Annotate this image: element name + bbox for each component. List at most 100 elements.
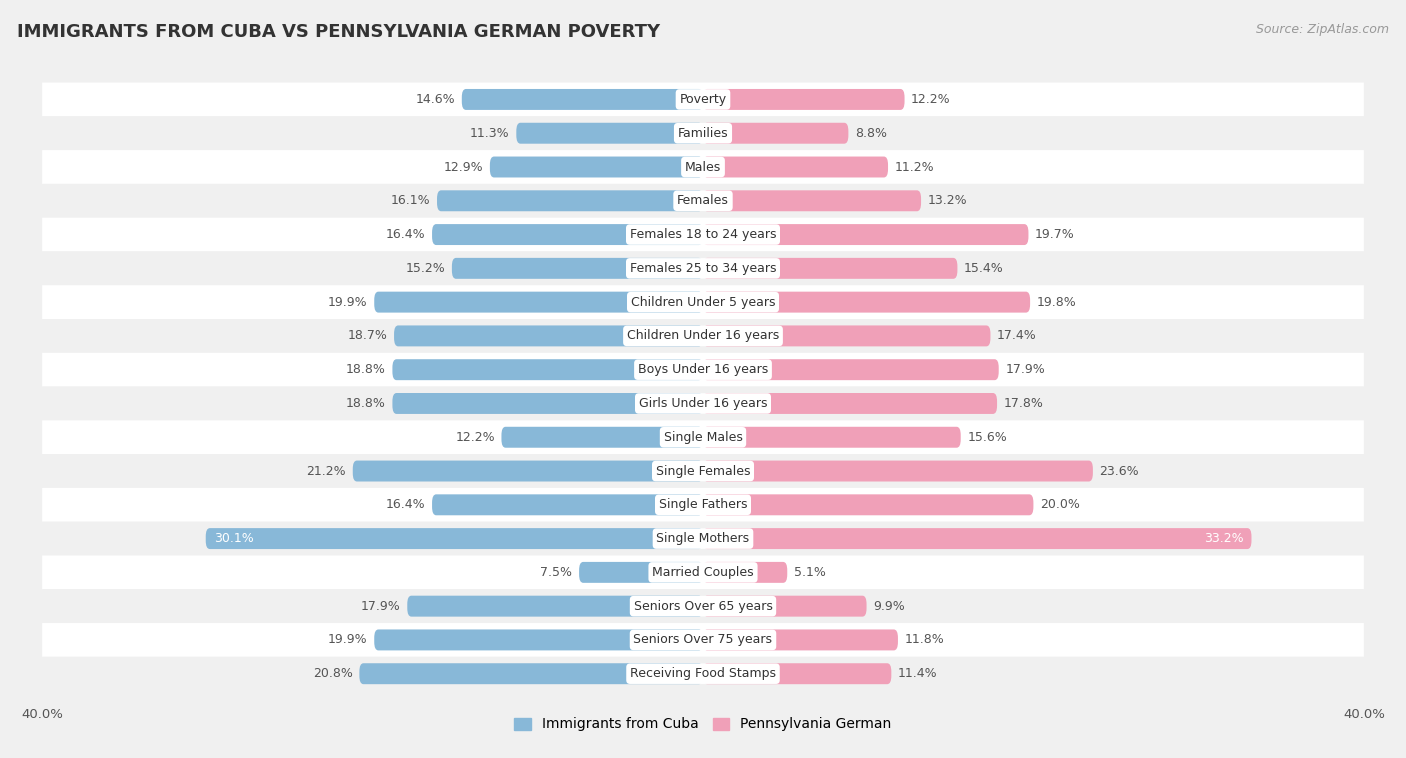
- FancyBboxPatch shape: [42, 522, 1364, 556]
- Text: Poverty: Poverty: [679, 93, 727, 106]
- FancyBboxPatch shape: [42, 352, 1364, 387]
- FancyBboxPatch shape: [408, 596, 703, 616]
- Text: 14.6%: 14.6%: [416, 93, 456, 106]
- FancyBboxPatch shape: [703, 89, 904, 110]
- Text: 18.8%: 18.8%: [346, 397, 385, 410]
- FancyBboxPatch shape: [42, 184, 1364, 218]
- FancyBboxPatch shape: [703, 461, 1092, 481]
- FancyBboxPatch shape: [703, 190, 921, 211]
- FancyBboxPatch shape: [703, 123, 848, 144]
- FancyBboxPatch shape: [703, 359, 998, 381]
- Text: 16.4%: 16.4%: [385, 228, 426, 241]
- Text: 19.9%: 19.9%: [328, 296, 367, 309]
- Text: 11.4%: 11.4%: [898, 667, 938, 680]
- FancyBboxPatch shape: [42, 589, 1364, 623]
- Text: 20.0%: 20.0%: [1040, 498, 1080, 512]
- Text: Single Mothers: Single Mothers: [657, 532, 749, 545]
- Text: Single Fathers: Single Fathers: [659, 498, 747, 512]
- Text: 12.2%: 12.2%: [456, 431, 495, 443]
- Text: Males: Males: [685, 161, 721, 174]
- FancyBboxPatch shape: [205, 528, 703, 549]
- Text: 17.4%: 17.4%: [997, 330, 1036, 343]
- Text: 19.7%: 19.7%: [1035, 228, 1074, 241]
- Text: Females 18 to 24 years: Females 18 to 24 years: [630, 228, 776, 241]
- Text: 11.2%: 11.2%: [894, 161, 934, 174]
- FancyBboxPatch shape: [703, 224, 1028, 245]
- Text: 18.8%: 18.8%: [346, 363, 385, 376]
- Text: 19.8%: 19.8%: [1036, 296, 1077, 309]
- Text: Children Under 16 years: Children Under 16 years: [627, 330, 779, 343]
- FancyBboxPatch shape: [42, 623, 1364, 657]
- Text: 11.8%: 11.8%: [904, 634, 945, 647]
- FancyBboxPatch shape: [42, 488, 1364, 522]
- Text: Married Couples: Married Couples: [652, 566, 754, 579]
- Text: 20.8%: 20.8%: [314, 667, 353, 680]
- Text: 11.3%: 11.3%: [470, 127, 510, 139]
- FancyBboxPatch shape: [42, 285, 1364, 319]
- Text: 15.4%: 15.4%: [965, 262, 1004, 275]
- FancyBboxPatch shape: [42, 116, 1364, 150]
- FancyBboxPatch shape: [394, 325, 703, 346]
- FancyBboxPatch shape: [502, 427, 703, 448]
- Text: Girls Under 16 years: Girls Under 16 years: [638, 397, 768, 410]
- FancyBboxPatch shape: [42, 150, 1364, 184]
- Text: Females 25 to 34 years: Females 25 to 34 years: [630, 262, 776, 275]
- FancyBboxPatch shape: [703, 427, 960, 448]
- Text: 7.5%: 7.5%: [540, 566, 572, 579]
- Text: Children Under 5 years: Children Under 5 years: [631, 296, 775, 309]
- FancyBboxPatch shape: [489, 157, 703, 177]
- FancyBboxPatch shape: [360, 663, 703, 684]
- Text: IMMIGRANTS FROM CUBA VS PENNSYLVANIA GERMAN POVERTY: IMMIGRANTS FROM CUBA VS PENNSYLVANIA GER…: [17, 23, 659, 41]
- Text: 21.2%: 21.2%: [307, 465, 346, 478]
- FancyBboxPatch shape: [703, 663, 891, 684]
- Text: Seniors Over 65 years: Seniors Over 65 years: [634, 600, 772, 612]
- Text: 23.6%: 23.6%: [1099, 465, 1139, 478]
- Text: Receiving Food Stamps: Receiving Food Stamps: [630, 667, 776, 680]
- FancyBboxPatch shape: [42, 556, 1364, 589]
- FancyBboxPatch shape: [432, 224, 703, 245]
- Text: Seniors Over 75 years: Seniors Over 75 years: [634, 634, 772, 647]
- Text: 9.9%: 9.9%: [873, 600, 905, 612]
- FancyBboxPatch shape: [392, 393, 703, 414]
- Text: 12.2%: 12.2%: [911, 93, 950, 106]
- Text: 19.9%: 19.9%: [328, 634, 367, 647]
- FancyBboxPatch shape: [42, 319, 1364, 352]
- Text: Families: Families: [678, 127, 728, 139]
- FancyBboxPatch shape: [516, 123, 703, 144]
- FancyBboxPatch shape: [703, 562, 787, 583]
- Text: Single Males: Single Males: [664, 431, 742, 443]
- FancyBboxPatch shape: [461, 89, 703, 110]
- FancyBboxPatch shape: [374, 629, 703, 650]
- FancyBboxPatch shape: [703, 325, 990, 346]
- Text: 33.2%: 33.2%: [1204, 532, 1243, 545]
- FancyBboxPatch shape: [42, 218, 1364, 252]
- FancyBboxPatch shape: [579, 562, 703, 583]
- FancyBboxPatch shape: [42, 252, 1364, 285]
- Text: 16.1%: 16.1%: [391, 194, 430, 207]
- Text: 16.4%: 16.4%: [385, 498, 426, 512]
- Text: 5.1%: 5.1%: [794, 566, 825, 579]
- Legend: Immigrants from Cuba, Pennsylvania German: Immigrants from Cuba, Pennsylvania Germa…: [509, 712, 897, 737]
- FancyBboxPatch shape: [703, 393, 997, 414]
- FancyBboxPatch shape: [392, 359, 703, 381]
- Text: Source: ZipAtlas.com: Source: ZipAtlas.com: [1256, 23, 1389, 36]
- FancyBboxPatch shape: [703, 292, 1031, 312]
- FancyBboxPatch shape: [374, 292, 703, 312]
- FancyBboxPatch shape: [432, 494, 703, 515]
- FancyBboxPatch shape: [42, 387, 1364, 421]
- FancyBboxPatch shape: [703, 258, 957, 279]
- Text: 13.2%: 13.2%: [928, 194, 967, 207]
- Text: 17.9%: 17.9%: [361, 600, 401, 612]
- FancyBboxPatch shape: [42, 657, 1364, 691]
- Text: Females: Females: [678, 194, 728, 207]
- FancyBboxPatch shape: [437, 190, 703, 211]
- FancyBboxPatch shape: [42, 421, 1364, 454]
- Text: 12.9%: 12.9%: [444, 161, 484, 174]
- Text: 15.6%: 15.6%: [967, 431, 1007, 443]
- Text: 30.1%: 30.1%: [214, 532, 253, 545]
- Text: 8.8%: 8.8%: [855, 127, 887, 139]
- FancyBboxPatch shape: [42, 454, 1364, 488]
- Text: 17.8%: 17.8%: [1004, 397, 1043, 410]
- FancyBboxPatch shape: [42, 83, 1364, 116]
- FancyBboxPatch shape: [451, 258, 703, 279]
